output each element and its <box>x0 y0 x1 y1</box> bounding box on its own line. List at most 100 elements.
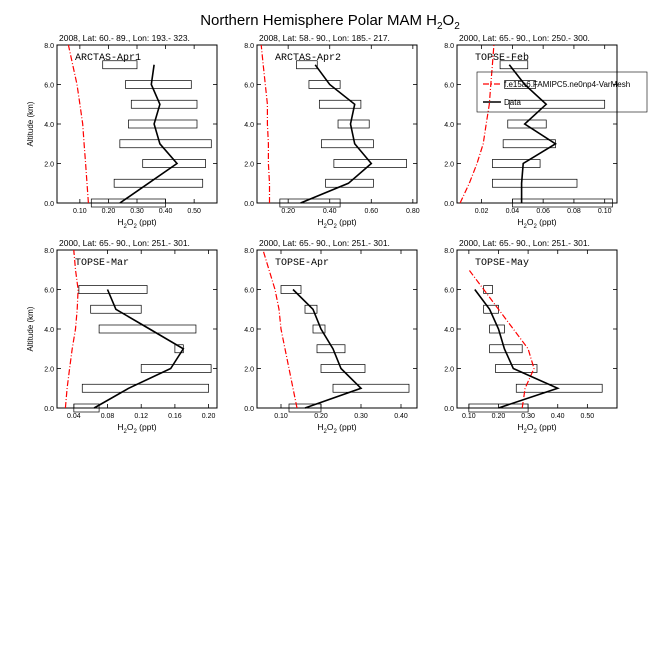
x-tick-label: 0.04 <box>506 208 520 215</box>
data-range-box <box>280 285 302 294</box>
data-range-box <box>73 403 100 413</box>
chart-panel: 2000, Lat: 65.- 90., Lon: 251.- 301. 0.0 2… <box>26 238 218 435</box>
x-tick-label: 0.04 <box>67 413 81 420</box>
data-range-box <box>508 99 606 109</box>
model-line <box>468 269 535 409</box>
x-tick-label: 0.10 <box>274 413 288 420</box>
y-tick-label: 4.0 <box>444 122 454 129</box>
data-range-box <box>113 178 204 188</box>
y-tick-label: 8.0 <box>44 43 54 50</box>
x-tick-label: 0.50 <box>581 413 595 420</box>
y-tick-label: 8.0 <box>44 248 54 255</box>
y-tick-label: 6.0 <box>444 288 454 295</box>
legend-box <box>476 71 648 113</box>
chart-panel: 2000, Lat: 65.- 90., Lon: 251.- 301. 0.0 2… <box>444 238 618 435</box>
data-range-box <box>502 139 556 149</box>
data-line <box>292 288 363 409</box>
y-tick-label: 2.0 <box>444 162 454 169</box>
data-range-box <box>333 159 407 168</box>
x-tick-label: 0.10 <box>73 208 87 215</box>
data-range-box <box>337 119 370 129</box>
data-range-box <box>78 285 148 294</box>
y-tick-label: 0.0 <box>244 406 254 413</box>
legend-entry-model: f.e15a6.FAMIPC5.ne0np4-VarMesh <box>504 80 630 89</box>
data-line <box>474 289 560 409</box>
data-range-box <box>130 99 198 109</box>
x-tick-label: 0.08 <box>101 413 115 420</box>
x-tick-label: 0.40 <box>394 413 408 420</box>
panel-header: 2000, Lat: 65.- 90., Lon: 251.- 301. <box>59 238 190 248</box>
data-range-box <box>81 383 209 393</box>
y-tick-label: 0.0 <box>444 406 454 413</box>
y-tick-label: 8.0 <box>244 248 254 255</box>
model-line <box>67 44 89 204</box>
panel-header: 2000, Lat: 65.- 90., Lon: 251.- 301. <box>259 238 390 248</box>
x-tick-label: 0.30 <box>354 413 368 420</box>
x-axis-label: H2O2 (ppt) <box>517 217 556 230</box>
chart-panels: 2008, Lat: 60.- 89., Lon: 193.- 323.0.02… <box>26 33 648 435</box>
chart-panel: 2000, Lat: 65.- 90., Lon: 251.- 301. 0.0 2… <box>244 238 418 435</box>
y-tick-label: 4.0 <box>444 327 454 334</box>
data-range-box <box>288 403 322 413</box>
data-line <box>508 64 558 203</box>
panel-name: ARCTAS-Apr1 <box>75 53 141 64</box>
model-line <box>64 249 79 409</box>
data-line <box>93 289 185 409</box>
x-tick-label: 0.40 <box>323 208 337 215</box>
x-tick-label: 0.08 <box>567 208 581 215</box>
y-tick-label: 0.0 <box>444 201 454 208</box>
data-range-box <box>128 119 198 129</box>
data-range-box <box>507 119 547 129</box>
legend-entry-data: Data <box>504 98 521 107</box>
x-tick-label: 0.40 <box>551 413 565 420</box>
data-range-box <box>98 324 197 334</box>
data-range-box <box>90 304 142 314</box>
x-tick-label: 0.10 <box>598 208 612 215</box>
x-axis-label: H2O2 (ppt) <box>517 422 556 435</box>
y-axis-label: Altitude (km) <box>26 306 35 351</box>
x-tick-label: 0.50 <box>187 208 201 215</box>
data-line <box>119 64 179 204</box>
data-range-box <box>119 139 212 149</box>
y-tick-label: 6.0 <box>44 288 54 295</box>
panel-header: 2008, Lat: 58.- 90., Lon: 185.- 217. <box>259 33 390 43</box>
model-line <box>260 44 271 203</box>
panel-header: 2000, Lat: 65.- 90., Lon: 251.- 301. <box>459 238 590 248</box>
x-axis-label: H2O2 (ppt) <box>317 217 356 230</box>
model-line <box>459 44 495 204</box>
x-tick-label: 0.12 <box>134 413 148 420</box>
x-tick-label: 0.20 <box>492 413 506 420</box>
panel-header: 2008, Lat: 60.- 89., Lon: 193.- 323. <box>59 33 190 43</box>
x-tick-label: 0.20 <box>102 208 116 215</box>
y-tick-label: 4.0 <box>244 327 254 334</box>
y-tick-label: 2.0 <box>44 367 54 374</box>
y-axis-label: Altitude (km) <box>26 101 35 146</box>
y-tick-label: 2.0 <box>244 162 254 169</box>
data-range-box <box>320 364 366 373</box>
y-tick-label: 8.0 <box>444 43 454 50</box>
y-tick-label: 2.0 <box>244 367 254 374</box>
data-range-box <box>492 159 541 168</box>
data-range-box <box>504 80 536 89</box>
x-tick-label: 0.06 <box>536 208 550 215</box>
data-range-box <box>90 198 166 208</box>
y-tick-label: 8.0 <box>444 248 454 255</box>
x-axis-label: H2O2 (ppt) <box>117 422 156 435</box>
y-tick-label: 6.0 <box>244 83 254 90</box>
y-tick-label: 4.0 <box>244 122 254 129</box>
x-axis-label: H2O2 (ppt) <box>317 422 356 435</box>
panel-header: 2000, Lat: 65.- 90., Lon: 250.- 300. <box>459 33 590 43</box>
x-axis-label: H2O2 (ppt) <box>117 217 156 230</box>
x-tick-label: 0.02 <box>475 208 489 215</box>
data-range-box <box>321 139 374 149</box>
y-tick-label: 6.0 <box>444 83 454 90</box>
data-range-box <box>125 80 192 89</box>
panel-name: ARCTAS-Apr2 <box>275 53 341 64</box>
panel-name: TOPSE-Feb <box>475 52 529 64</box>
data-range-box <box>304 304 318 314</box>
y-tick-label: 0.0 <box>244 201 254 208</box>
data-range-box <box>492 178 578 188</box>
panel-name: TOPSE-Mar <box>75 258 129 269</box>
data-range-box <box>495 364 538 373</box>
